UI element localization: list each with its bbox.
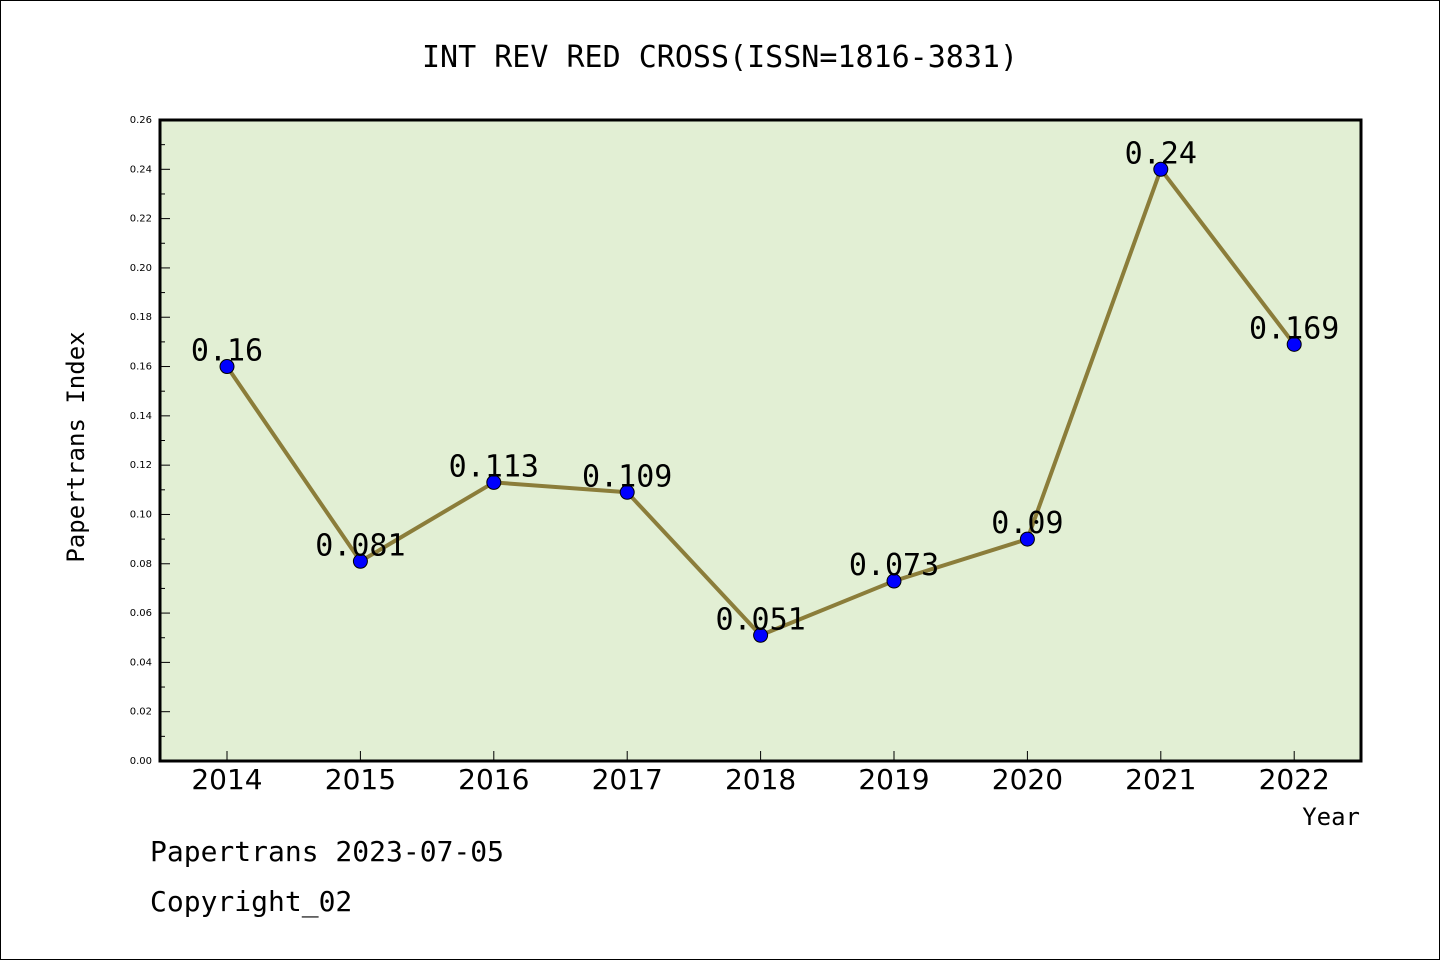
y-tick-label: 0.22 <box>130 214 152 225</box>
y-tick-label: 0.24 <box>130 164 152 175</box>
data-point <box>1286 336 1302 352</box>
chart-title: INT REV RED CROSS(ISSN=1816-3831) <box>422 40 1018 75</box>
y-axis: 0.00 0.02 0.04 0.06 0.08 0.10 0.12 0.14 0.16 0.18… <box>130 115 170 767</box>
x-tick-label: 2014 <box>191 763 262 796</box>
y-tick-label: 0.20 <box>130 263 152 274</box>
y-tick-label: 0.02 <box>130 707 152 718</box>
y-axis-label: Papertrans Index <box>62 331 90 562</box>
data-label: 0.16 <box>191 334 263 369</box>
y-tick-label: 0.12 <box>130 460 152 471</box>
data-point <box>753 627 769 643</box>
plot-area <box>158 118 1363 763</box>
data-point <box>352 553 368 569</box>
x-tick-label: 2020 <box>992 763 1063 796</box>
x-tick-label: 2018 <box>725 763 796 796</box>
data-point <box>886 573 902 589</box>
x-tick-label: 2016 <box>458 763 529 796</box>
data-label: 0.24 <box>1125 136 1197 171</box>
x-axis-label: Year <box>1302 803 1360 831</box>
data-label: 0.081 <box>315 528 405 563</box>
y-tick-label: 0.08 <box>130 559 152 570</box>
y-tick-label: 0.00 <box>130 756 152 767</box>
x-tick-label: 2019 <box>858 763 929 796</box>
data-label: 0.169 <box>1249 311 1339 346</box>
data-point <box>486 474 502 490</box>
x-tick-label: 2022 <box>1259 763 1330 796</box>
data-point <box>219 359 235 375</box>
data-point <box>619 484 635 500</box>
data-label: 0.109 <box>582 459 672 494</box>
data-point <box>1153 161 1169 177</box>
y-tick-label: 0.14 <box>130 411 152 422</box>
y-tick-label: 0.04 <box>130 657 152 668</box>
y-tick-label: 0.10 <box>130 509 152 520</box>
data-label: 0.09 <box>991 506 1063 541</box>
y-tick-label: 0.06 <box>130 608 152 619</box>
y-tick-label: 0.16 <box>130 362 152 373</box>
series-markers <box>219 161 1302 643</box>
data-label: 0.051 <box>715 602 805 637</box>
y-tick-label: 0.26 <box>130 115 152 126</box>
x-tick-label: 2015 <box>325 763 396 796</box>
x-tick-label: 2017 <box>592 763 663 796</box>
data-label: 0.113 <box>449 449 539 484</box>
x-tick-label: 2021 <box>1125 763 1196 796</box>
data-label: 0.073 <box>849 548 939 583</box>
data-point <box>1019 531 1035 547</box>
data-labels: 0.16 0.081 0.113 0.109 0.051 0.073 0.09 0.24 0.1… <box>191 136 1339 637</box>
y-tick-label: 0.18 <box>130 312 152 323</box>
x-axis: 2014 2015 2016 2017 2018 2019 2020 2021 2022 <box>191 751 1330 796</box>
footer-copyright: Copyright_02 <box>150 885 353 918</box>
footer-source: Papertrans 2023-07-05 <box>150 835 505 868</box>
